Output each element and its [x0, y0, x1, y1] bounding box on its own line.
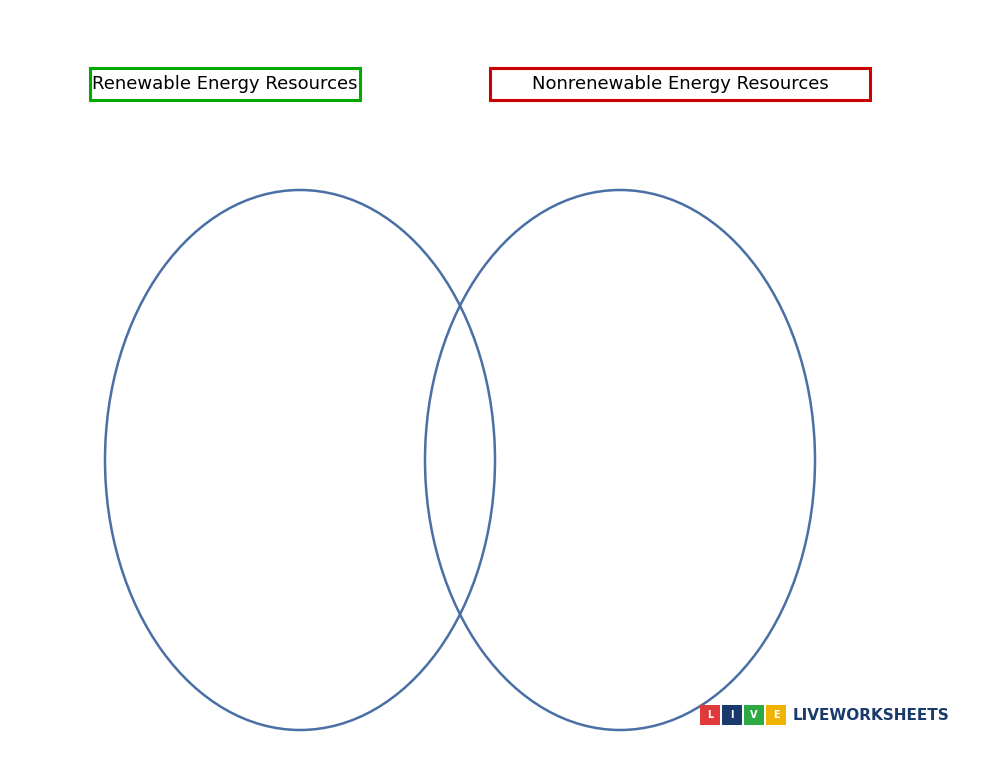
Text: Nonrenewable Energy Resources: Nonrenewable Energy Resources [532, 75, 828, 93]
Text: E: E [773, 710, 779, 720]
FancyBboxPatch shape [90, 68, 360, 100]
FancyBboxPatch shape [744, 705, 764, 725]
Text: I: I [730, 710, 734, 720]
FancyBboxPatch shape [700, 705, 720, 725]
FancyBboxPatch shape [722, 705, 742, 725]
Text: Renewable Energy Resources: Renewable Energy Resources [92, 75, 358, 93]
FancyBboxPatch shape [490, 68, 870, 100]
Text: L: L [707, 710, 713, 720]
Text: V: V [750, 710, 758, 720]
FancyBboxPatch shape [766, 705, 786, 725]
Text: LIVEWORKSHEETS: LIVEWORKSHEETS [793, 707, 950, 723]
